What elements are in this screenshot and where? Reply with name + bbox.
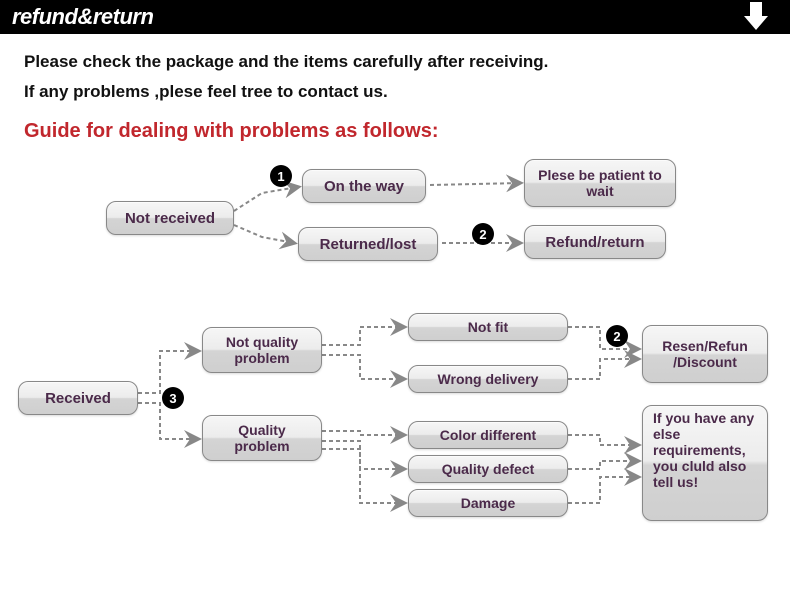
badge-1: 1: [270, 165, 292, 187]
badge-2b: 2: [606, 325, 628, 347]
header-title: refund&return: [12, 4, 153, 30]
node-not-quality-problem: Not quality problem: [202, 327, 322, 373]
intro-line-2: If any problems ,plese feel tree to cont…: [24, 82, 766, 102]
node-color-different: Color different: [408, 421, 568, 449]
flowchart-canvas: Not received On the way Returned/lost Pl…: [0, 153, 790, 593]
node-resend-refund-discount: Resen/Refun /Discount: [642, 325, 768, 383]
node-wrong-delivery: Wrong delivery: [408, 365, 568, 393]
intro-block: Please check the package and the items c…: [0, 34, 790, 120]
node-not-received: Not received: [106, 201, 234, 235]
down-arrow-icon: [740, 2, 772, 38]
node-received: Received: [18, 381, 138, 415]
node-quality-defect: Quality defect: [408, 455, 568, 483]
guide-title: Guide for dealing with problems as follo…: [0, 120, 790, 143]
node-else-requirements: If you have any else requirements, you c…: [642, 405, 768, 521]
node-on-the-way: On the way: [302, 169, 426, 203]
badge-3: 3: [162, 387, 184, 409]
node-returned-lost: Returned/lost: [298, 227, 438, 261]
intro-line-1: Please check the package and the items c…: [24, 52, 766, 72]
node-quality-problem: Quality problem: [202, 415, 322, 461]
badge-2a: 2: [472, 223, 494, 245]
header-bar: refund&return: [0, 0, 790, 34]
node-not-fit: Not fit: [408, 313, 568, 341]
node-refund-return: Refund/return: [524, 225, 666, 259]
node-patient-wait: Plese be patient to wait: [524, 159, 676, 207]
node-damage: Damage: [408, 489, 568, 517]
